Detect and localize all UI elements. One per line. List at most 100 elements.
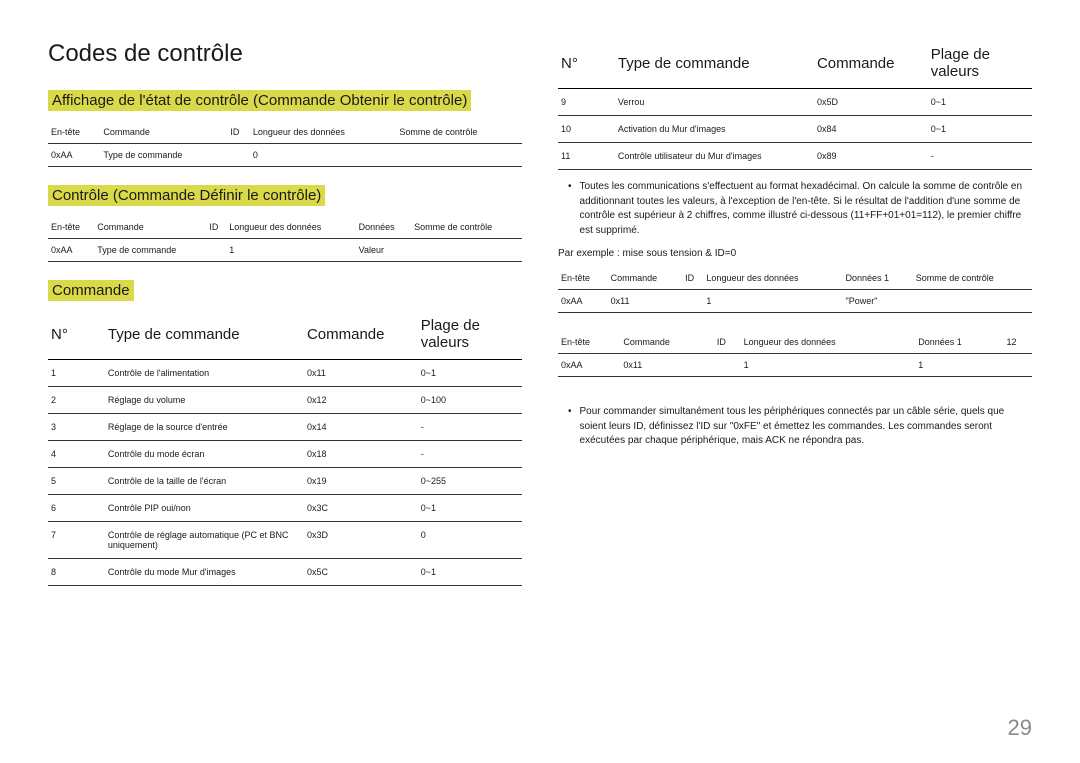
table-cell: Contrôle du mode Mur d'images <box>105 559 304 586</box>
ex2-h3: Longueur des données <box>741 331 916 354</box>
command-table-right: N° Type de commande Commande Plage de va… <box>558 40 1032 170</box>
section2-table: En-tête Commande ID Longueur des données… <box>48 216 522 262</box>
table-cell: - <box>418 441 522 468</box>
table-cell: 4 <box>48 441 105 468</box>
s2-c0: 0xAA <box>48 239 94 262</box>
s1-c1: Type de commande <box>100 144 227 167</box>
s2-c1: Type de commande <box>94 239 206 262</box>
table-row: 6Contrôle PIP oui/non0x3C0~1 <box>48 495 522 522</box>
section1-table: En-tête Commande ID Longueur des données… <box>48 121 522 167</box>
table-cell: 3 <box>48 414 105 441</box>
ex2-c2 <box>714 354 741 377</box>
ex1-c3: 1 <box>703 290 842 313</box>
ex1-c1: 0x11 <box>608 290 682 313</box>
table-cell: Contrôle de réglage automatique (PC et B… <box>105 522 304 559</box>
bullet-1: • Toutes les communications s'effectuent… <box>568 180 1032 238</box>
table-row: 5Contrôle de la taille de l'écran0x190~2… <box>48 468 522 495</box>
ex1-c0: 0xAA <box>558 290 608 313</box>
example-label: Par exemple : mise sous tension & ID=0 <box>558 248 1032 259</box>
s1-h3: Longueur des données <box>250 121 397 144</box>
ex1-h1: Commande <box>608 267 682 290</box>
section1-heading: Affichage de l'état de contrôle (Command… <box>48 90 471 111</box>
table-cell: 0~255 <box>418 468 522 495</box>
s2-h4: Données <box>356 216 411 239</box>
ex1-h0: En-tête <box>558 267 608 290</box>
table-cell: - <box>418 414 522 441</box>
bullet-icon: • <box>568 405 572 449</box>
cmd-h0: N° <box>48 311 105 360</box>
table-row: 11Contrôle utilisateur du Mur d'images0x… <box>558 143 1032 170</box>
right-column: N° Type de commande Commande Plage de va… <box>558 40 1032 733</box>
ex2-h1: Commande <box>620 331 714 354</box>
table-cell: 8 <box>48 559 105 586</box>
ex1-h4: Données 1 <box>843 267 913 290</box>
table-cell: Contrôle du mode écran <box>105 441 304 468</box>
example-table-1: En-tête Commande ID Longueur des données… <box>558 267 1032 313</box>
s1-h1: Commande <box>100 121 227 144</box>
table-cell: Contrôle de la taille de l'écran <box>105 468 304 495</box>
s1-h0: En-tête <box>48 121 100 144</box>
table-cell: Contrôle de l'alimentation <box>105 360 304 387</box>
ex2-h4: Données 1 <box>915 331 1003 354</box>
table-cell: 0x89 <box>814 143 928 170</box>
table-cell: 11 <box>558 143 615 170</box>
cmd-h2: Commande <box>304 311 418 360</box>
table-cell: 0x3C <box>304 495 418 522</box>
s2-c3: 1 <box>226 239 355 262</box>
ex1-c5 <box>913 290 1032 313</box>
table-cell: Activation du Mur d'images <box>615 116 814 143</box>
table-cell: 0~1 <box>418 559 522 586</box>
cmdR-h2: Commande <box>814 40 928 89</box>
ex2-c0: 0xAA <box>558 354 620 377</box>
s1-c2 <box>227 144 249 167</box>
section3-heading: Commande <box>48 280 134 301</box>
table-cell: 0~100 <box>418 387 522 414</box>
s2-c5 <box>411 239 522 262</box>
section2-heading: Contrôle (Commande Définir le contrôle) <box>48 185 325 206</box>
table-cell: 0x84 <box>814 116 928 143</box>
s1-h4: Somme de contrôle <box>396 121 522 144</box>
page: Codes de contrôle Affichage de l'état de… <box>0 0 1080 763</box>
table-row: 9Verrou0x5D0~1 <box>558 89 1032 116</box>
table-cell: 0~1 <box>928 89 1032 116</box>
table-cell: 0x3D <box>304 522 418 559</box>
table-cell: 0x14 <box>304 414 418 441</box>
s2-h0: En-tête <box>48 216 94 239</box>
table-cell: 2 <box>48 387 105 414</box>
cmdR-h0: N° <box>558 40 615 89</box>
ex1-h2: ID <box>682 267 703 290</box>
s1-c3: 0 <box>250 144 397 167</box>
table-cell: 0~1 <box>928 116 1032 143</box>
table-row: 2Réglage du volume0x120~100 <box>48 387 522 414</box>
table-cell: Contrôle utilisateur du Mur d'images <box>615 143 814 170</box>
s2-h5: Somme de contrôle <box>411 216 522 239</box>
table-cell: - <box>928 143 1032 170</box>
page-title: Codes de contrôle <box>48 40 522 68</box>
ex2-c1: 0x11 <box>620 354 714 377</box>
table-row: 10Activation du Mur d'images0x840~1 <box>558 116 1032 143</box>
table-cell: 0x12 <box>304 387 418 414</box>
table-cell: 1 <box>48 360 105 387</box>
table-cell: 10 <box>558 116 615 143</box>
table-row: 4Contrôle du mode écran0x18- <box>48 441 522 468</box>
table-cell: 0x18 <box>304 441 418 468</box>
ex1-c4: "Power" <box>843 290 913 313</box>
table-cell: 0~1 <box>418 360 522 387</box>
left-column: Codes de contrôle Affichage de l'état de… <box>48 40 522 733</box>
table-cell: Réglage de la source d'entrée <box>105 414 304 441</box>
table-cell: 0x11 <box>304 360 418 387</box>
s1-c0: 0xAA <box>48 144 100 167</box>
example-table-2: En-tête Commande ID Longueur des données… <box>558 331 1032 377</box>
table-cell: Réglage du volume <box>105 387 304 414</box>
table-cell: 0x19 <box>304 468 418 495</box>
table-row: 7Contrôle de réglage automatique (PC et … <box>48 522 522 559</box>
bullet-icon: • <box>568 180 572 238</box>
ex2-h2: ID <box>714 331 741 354</box>
cmdR-h1: Type de commande <box>615 40 814 89</box>
s2-c2 <box>206 239 226 262</box>
bullet-2-text: Pour commander simultanément tous les pé… <box>580 405 1032 449</box>
bullet-1-text: Toutes les communications s'effectuent a… <box>580 180 1032 238</box>
s2-h3: Longueur des données <box>226 216 355 239</box>
table-cell: 0 <box>418 522 522 559</box>
ex1-h5: Somme de contrôle <box>913 267 1032 290</box>
